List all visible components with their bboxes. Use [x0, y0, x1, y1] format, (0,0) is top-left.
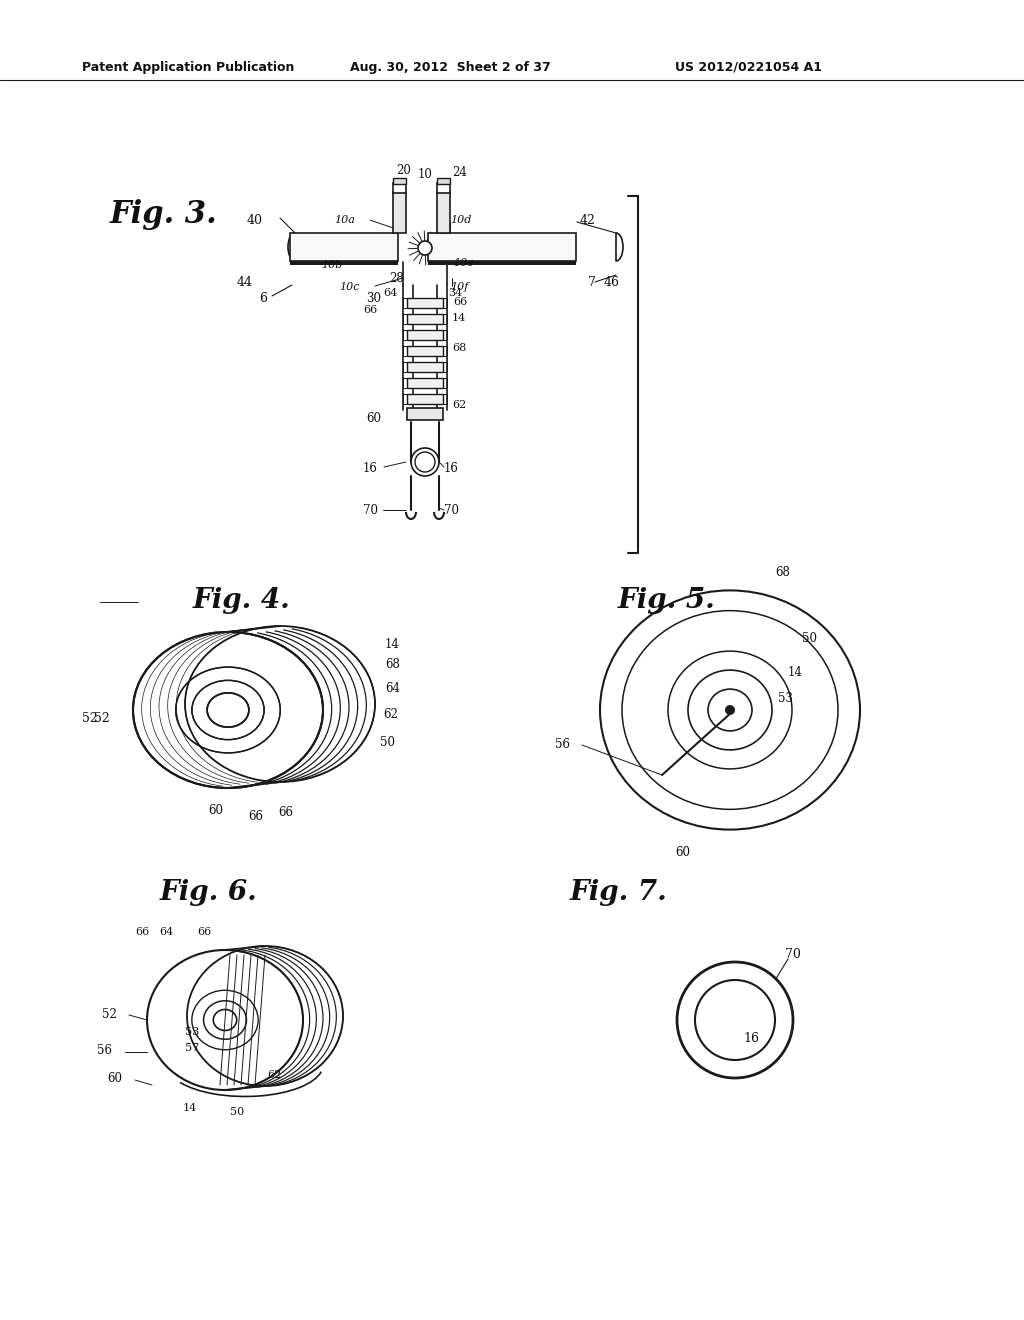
- Text: 52: 52: [94, 711, 110, 725]
- Bar: [407, 362, 443, 372]
- Bar: [393, 178, 406, 183]
- Text: 60: 60: [675, 846, 690, 858]
- Bar: [437, 183, 450, 193]
- Text: 14: 14: [385, 639, 400, 652]
- Text: 62: 62: [383, 709, 398, 722]
- Bar: [403, 378, 447, 388]
- Text: Fig. 7.: Fig. 7.: [570, 879, 668, 907]
- Text: 62: 62: [267, 1071, 282, 1080]
- Text: Fig. 6.: Fig. 6.: [160, 879, 258, 907]
- Text: 66: 66: [364, 305, 378, 315]
- Text: 62: 62: [452, 400, 466, 411]
- Text: US 2012/0221054 A1: US 2012/0221054 A1: [675, 61, 822, 74]
- Text: 68: 68: [452, 343, 466, 352]
- Text: 64: 64: [383, 288, 397, 298]
- Text: 57: 57: [185, 1043, 199, 1053]
- Text: 50: 50: [380, 735, 395, 748]
- Text: Patent Application Publication: Patent Application Publication: [82, 61, 294, 74]
- Text: 14: 14: [182, 1104, 197, 1113]
- Bar: [290, 261, 398, 265]
- Bar: [393, 183, 406, 193]
- Text: 10b: 10b: [322, 260, 343, 271]
- Text: 70: 70: [444, 503, 459, 516]
- Text: 16: 16: [444, 462, 459, 474]
- Text: 10c: 10c: [340, 282, 360, 292]
- Text: 14: 14: [452, 313, 466, 323]
- Text: 50: 50: [230, 1107, 245, 1117]
- Text: 64: 64: [159, 927, 173, 937]
- Text: 60: 60: [106, 1072, 122, 1085]
- Text: 53: 53: [778, 692, 793, 705]
- Bar: [403, 330, 447, 341]
- Bar: [403, 314, 447, 323]
- Text: 64: 64: [385, 681, 400, 694]
- Text: 34: 34: [449, 288, 462, 298]
- Text: 53: 53: [185, 1027, 200, 1038]
- Text: Aug. 30, 2012  Sheet 2 of 37: Aug. 30, 2012 Sheet 2 of 37: [350, 61, 551, 74]
- Bar: [437, 178, 450, 183]
- Text: 40: 40: [247, 214, 263, 227]
- Text: 66: 66: [248, 809, 263, 822]
- Text: 10e: 10e: [453, 257, 474, 268]
- Circle shape: [418, 242, 432, 255]
- Text: 66: 66: [197, 927, 211, 937]
- Bar: [407, 408, 443, 420]
- Bar: [403, 346, 447, 356]
- Bar: [393, 191, 406, 234]
- Text: 16: 16: [364, 462, 378, 474]
- Bar: [407, 346, 443, 356]
- Bar: [403, 393, 447, 404]
- Text: 66: 66: [453, 297, 467, 308]
- Text: 60: 60: [208, 804, 223, 817]
- Text: 14: 14: [788, 665, 803, 678]
- Text: 68: 68: [385, 659, 400, 672]
- Bar: [428, 234, 575, 261]
- Text: 30: 30: [366, 293, 381, 305]
- Text: 52: 52: [102, 1008, 117, 1022]
- Text: 20: 20: [396, 164, 412, 177]
- Bar: [428, 261, 575, 265]
- Text: 44: 44: [237, 276, 253, 289]
- Bar: [403, 298, 447, 308]
- Text: 10d: 10d: [450, 215, 471, 224]
- Text: 70: 70: [362, 503, 378, 516]
- Bar: [403, 362, 447, 372]
- Text: 28: 28: [389, 272, 404, 285]
- Text: 52: 52: [82, 711, 98, 725]
- Bar: [407, 378, 443, 388]
- Text: 50: 50: [802, 631, 817, 644]
- Bar: [407, 298, 443, 308]
- Bar: [407, 314, 443, 323]
- Text: 46: 46: [604, 276, 620, 289]
- Bar: [290, 234, 398, 261]
- Text: 66: 66: [136, 927, 150, 937]
- Text: 42: 42: [580, 214, 596, 227]
- Text: 68: 68: [775, 565, 790, 578]
- Text: 10f: 10f: [450, 282, 468, 292]
- Text: 56: 56: [555, 738, 570, 751]
- Bar: [437, 191, 450, 234]
- Circle shape: [725, 705, 735, 715]
- Text: 60: 60: [366, 412, 381, 425]
- Text: 10: 10: [418, 168, 432, 181]
- Text: 24: 24: [452, 165, 467, 178]
- Bar: [407, 330, 443, 341]
- Text: 16: 16: [743, 1031, 759, 1044]
- Text: 70: 70: [785, 948, 801, 961]
- Text: 10a: 10a: [334, 215, 355, 224]
- Text: Fig. 5.: Fig. 5.: [618, 586, 716, 614]
- Bar: [407, 393, 443, 404]
- Text: Fig. 4.: Fig. 4.: [193, 586, 291, 614]
- Text: Fig. 3.: Fig. 3.: [110, 199, 218, 231]
- Text: 7: 7: [588, 276, 596, 289]
- Text: 6: 6: [259, 292, 267, 305]
- Text: 56: 56: [97, 1044, 112, 1056]
- Text: 66: 66: [278, 807, 293, 820]
